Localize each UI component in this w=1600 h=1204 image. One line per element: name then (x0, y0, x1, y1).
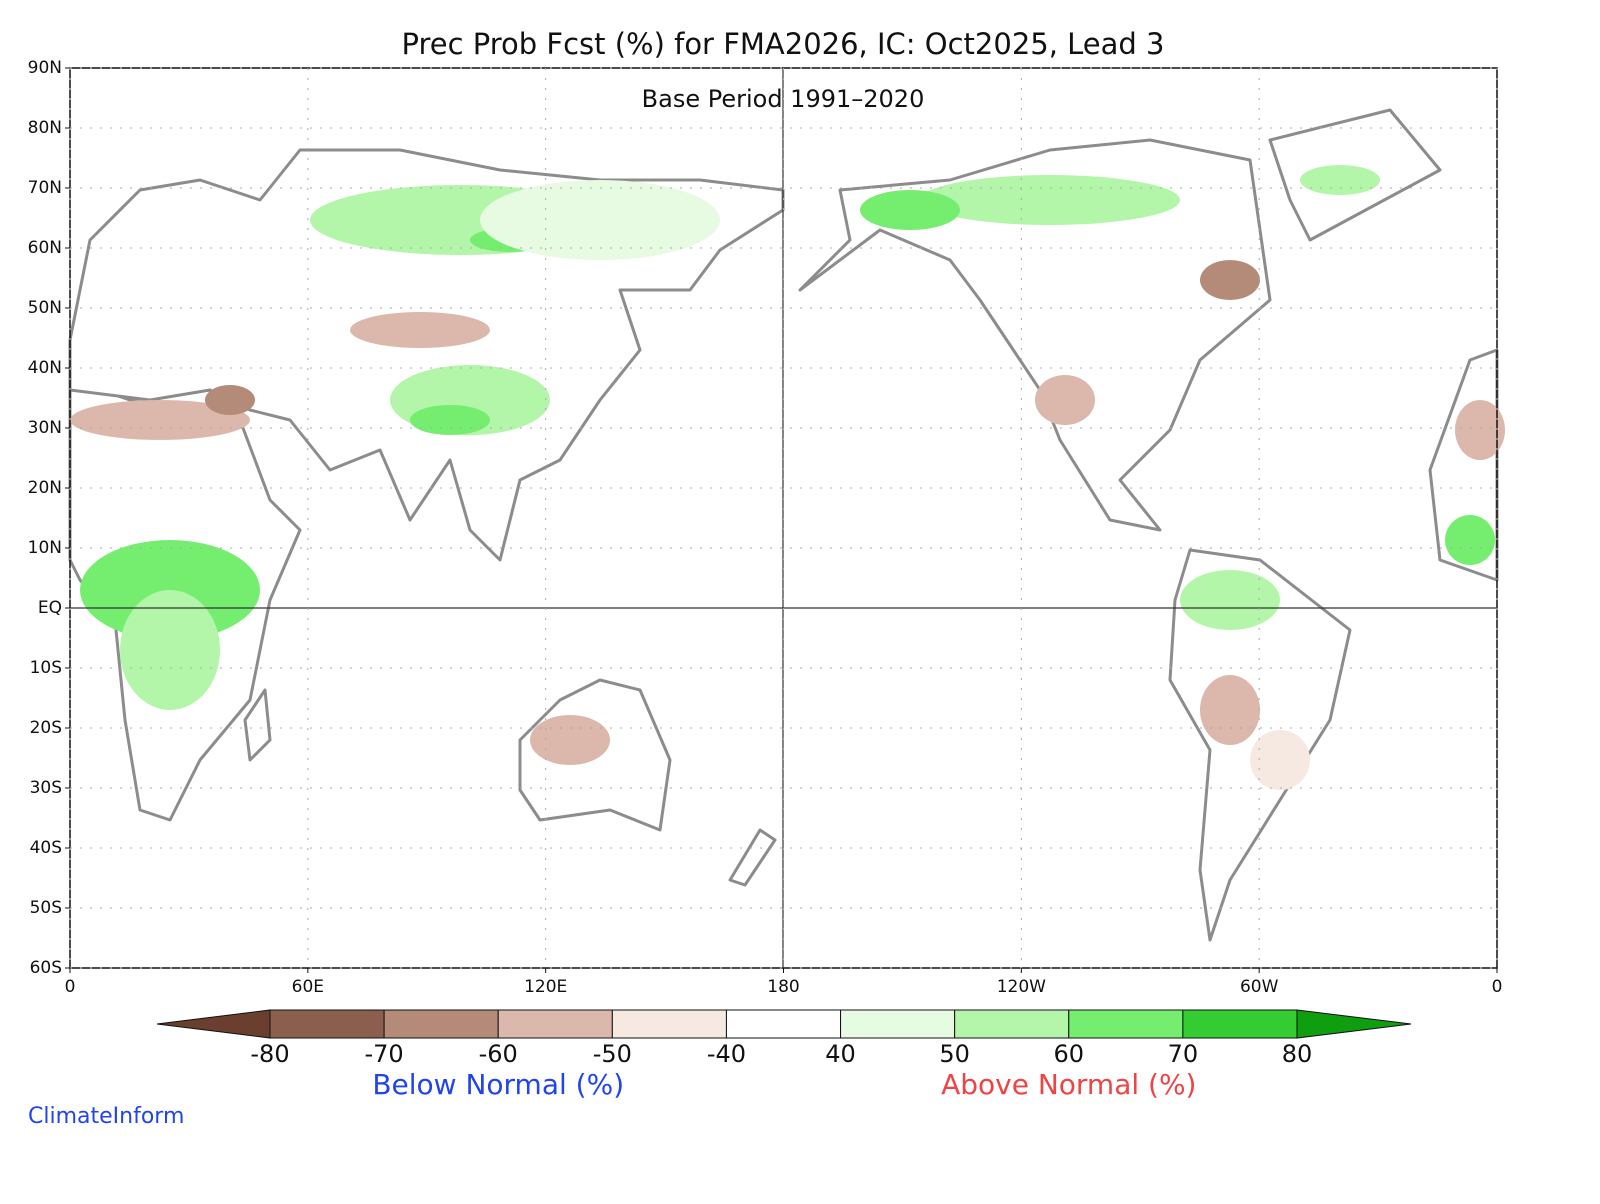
lat-tick-label: 20N (28, 478, 62, 498)
anomaly-shading (70, 165, 1505, 790)
colorbar-segment (1068, 1009, 1184, 1039)
colorbar-segment (383, 1009, 499, 1039)
colorbar-segment (954, 1009, 1070, 1039)
lat-tick-label: 50S (30, 898, 62, 918)
colorbar-label: -50 (593, 1040, 632, 1068)
lon-tick-label: 0 (1492, 977, 1503, 997)
colorbar-label: -60 (479, 1040, 518, 1068)
lat-tick-label: 30N (28, 418, 62, 438)
lon-tick-label: 120W (997, 977, 1046, 997)
colorbar-extend-high (1296, 1009, 1412, 1039)
colorbar-segment (840, 1009, 956, 1039)
colorbar-segment (1182, 1009, 1298, 1039)
colorbar-label: 60 (1054, 1040, 1085, 1068)
lat-tick-label: 40N (28, 358, 62, 378)
lon-tick-label: 120E (524, 977, 567, 997)
lat-tick-label: 80N (28, 118, 62, 138)
credit: ClimateInform (28, 1104, 184, 1129)
lon-tick-label: 180 (767, 977, 799, 997)
colorbar-label: -70 (365, 1040, 404, 1068)
lat-tick-label: 20S (30, 718, 62, 738)
lon-tick-label: 60E (292, 977, 324, 997)
lon-tick-label: 0 (65, 977, 76, 997)
map-title: Prec Prob Fcst (%) for FMA2026, IC: Oct2… (401, 27, 1164, 61)
below-normal-label: Below Normal (%) (372, 1068, 624, 1101)
lat-tick-label: 10N (28, 538, 62, 558)
colorbar-label: 40 (825, 1040, 856, 1068)
lat-tick-label: 30S (30, 778, 62, 798)
lat-tick-label: 70N (28, 178, 62, 198)
lat-tick-label: 60N (28, 238, 62, 258)
colorbar-segment (269, 1009, 385, 1039)
lat-tick-label: 90N (28, 58, 62, 78)
colorbar-label: -40 (707, 1040, 746, 1068)
colorbar-segment (611, 1009, 727, 1039)
colorbar-label: 70 (1168, 1040, 1199, 1068)
colorbar-label: -80 (250, 1040, 289, 1068)
lat-tick-label: EQ (38, 598, 62, 618)
lat-tick-label: 50N (28, 298, 62, 318)
lat-tick-label: 60S (30, 958, 62, 978)
colorbar-label: 50 (939, 1040, 970, 1068)
lat-tick-label: 10S (30, 658, 62, 678)
colorbar-segment (497, 1009, 613, 1039)
colorbar-segment (725, 1009, 842, 1039)
colorbar-label: 80 (1282, 1040, 1313, 1068)
lat-tick-label: 40S (30, 838, 62, 858)
lon-tick-label: 60W (1240, 977, 1279, 997)
colorbar-extend-low (156, 1009, 271, 1039)
above-normal-label: Above Normal (%) (941, 1068, 1196, 1101)
